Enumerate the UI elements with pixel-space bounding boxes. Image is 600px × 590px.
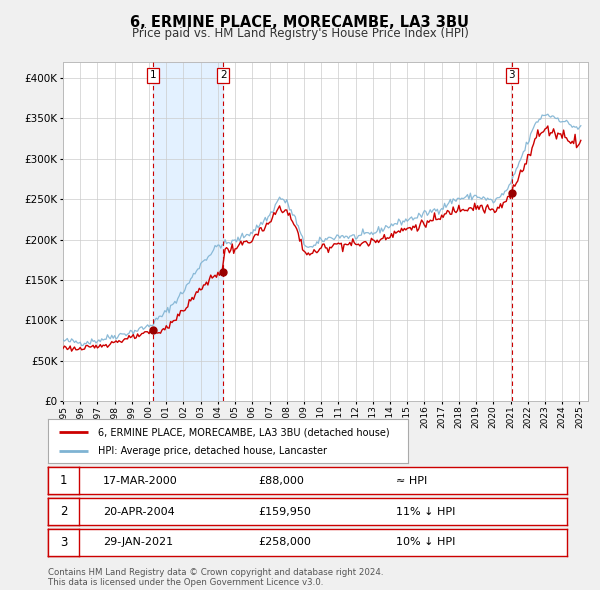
Text: 6, ERMINE PLACE, MORECAMBE, LA3 3BU (detached house): 6, ERMINE PLACE, MORECAMBE, LA3 3BU (det… xyxy=(98,427,390,437)
Text: 6, ERMINE PLACE, MORECAMBE, LA3 3BU: 6, ERMINE PLACE, MORECAMBE, LA3 3BU xyxy=(131,15,470,30)
Text: £88,000: £88,000 xyxy=(258,476,304,486)
Text: 2: 2 xyxy=(60,505,67,518)
Text: ≈ HPI: ≈ HPI xyxy=(396,476,427,486)
Text: 11% ↓ HPI: 11% ↓ HPI xyxy=(396,507,455,516)
Text: 3: 3 xyxy=(509,70,515,80)
Text: 3: 3 xyxy=(60,536,67,549)
Text: 1: 1 xyxy=(149,70,156,80)
Text: 17-MAR-2000: 17-MAR-2000 xyxy=(103,476,178,486)
Text: 1: 1 xyxy=(60,474,67,487)
Text: Price paid vs. HM Land Registry's House Price Index (HPI): Price paid vs. HM Land Registry's House … xyxy=(131,27,469,40)
Text: 2: 2 xyxy=(220,70,226,80)
Text: £159,950: £159,950 xyxy=(258,507,311,516)
Text: Contains HM Land Registry data © Crown copyright and database right 2024.
This d: Contains HM Land Registry data © Crown c… xyxy=(48,568,383,587)
Text: 20-APR-2004: 20-APR-2004 xyxy=(103,507,175,516)
Text: £258,000: £258,000 xyxy=(258,537,311,547)
Text: 10% ↓ HPI: 10% ↓ HPI xyxy=(396,537,455,547)
Text: HPI: Average price, detached house, Lancaster: HPI: Average price, detached house, Lanc… xyxy=(98,446,328,455)
Text: 29-JAN-2021: 29-JAN-2021 xyxy=(103,537,173,547)
Bar xyxy=(152,62,223,401)
